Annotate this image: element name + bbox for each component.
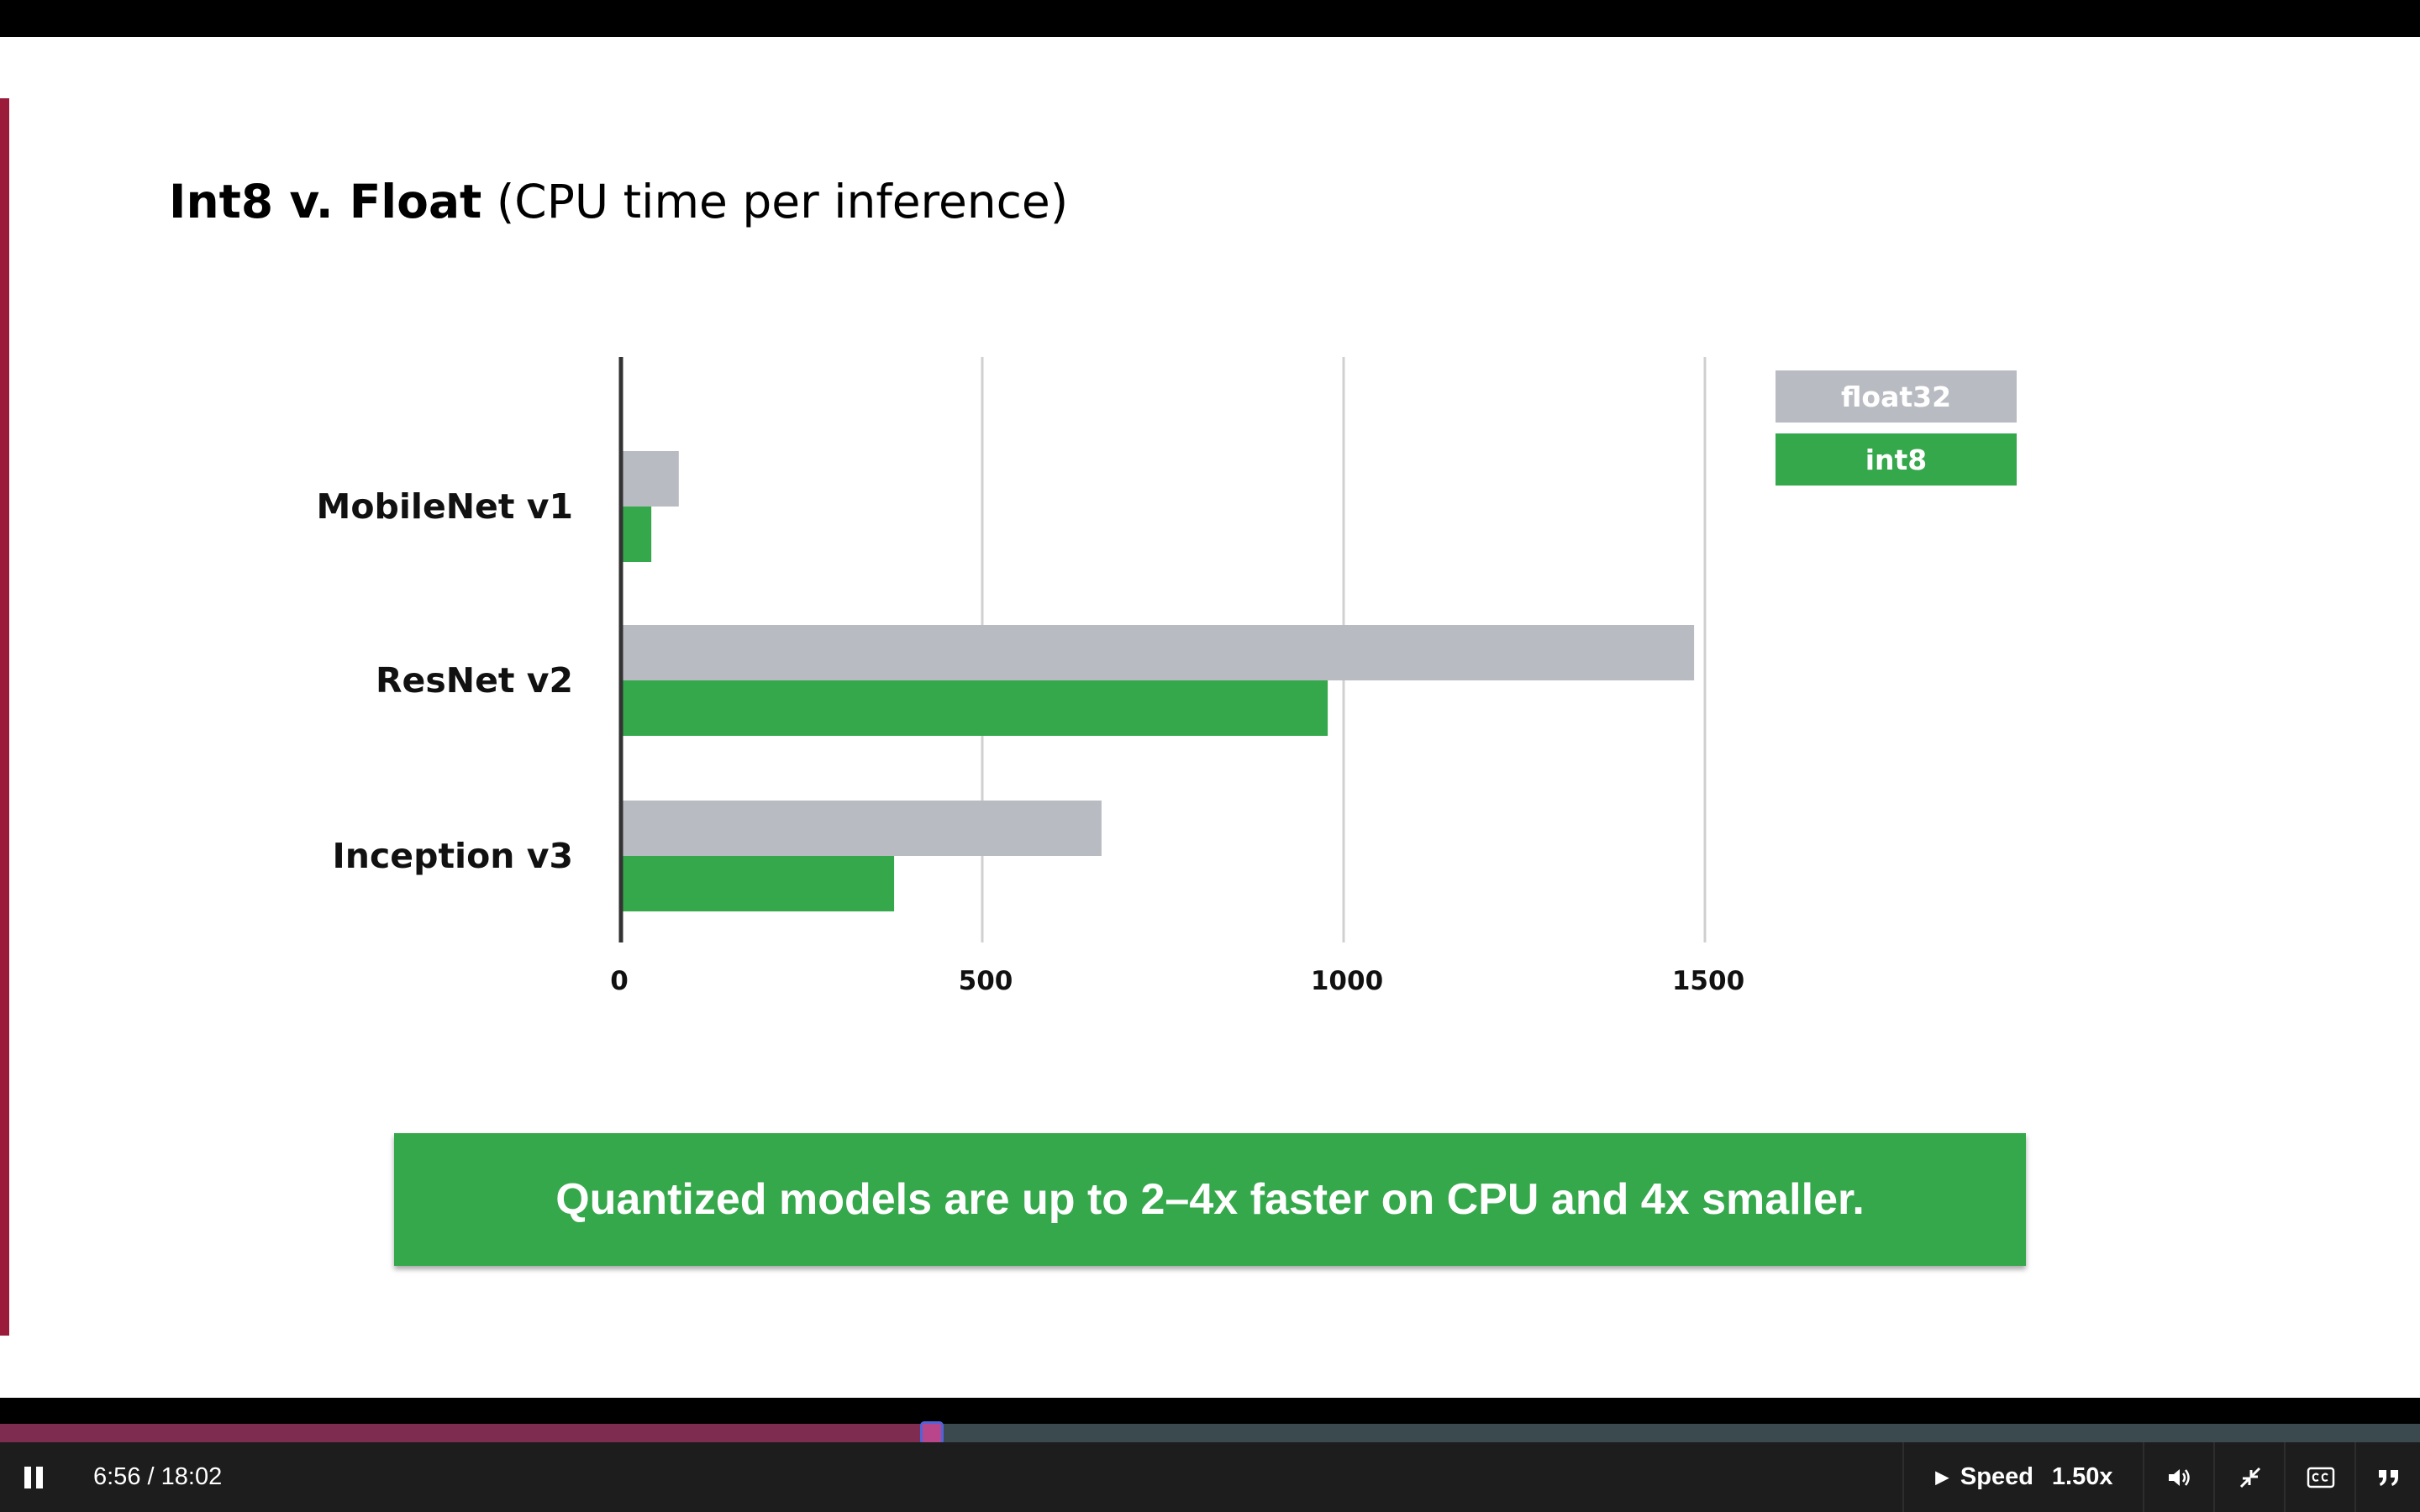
bar-chart: MobileNet v1 ResNet v2 Inception v3 0 500 100…	[317, 357, 1744, 996]
pause-icon	[22, 1466, 45, 1488]
bar-int8-1	[621, 680, 1328, 736]
tick-label-3: 1500	[1672, 966, 1744, 996]
player-control-bar: 6:56 / 18:02 ▶ Speed 1.50x	[0, 1442, 2420, 1512]
time-display: 6:56 / 18:02	[93, 1442, 222, 1512]
exit-fullscreen-icon	[2239, 1467, 2261, 1488]
legend-float32: float32	[1776, 370, 2017, 423]
speed-value: 1.50x	[2051, 1463, 2113, 1490]
speed-label: Speed	[1960, 1463, 2033, 1490]
tick-label-2: 1000	[1311, 966, 1383, 996]
category-label-1: ResNet v2	[376, 660, 573, 701]
exit-fullscreen-button[interactable]	[2213, 1442, 2286, 1512]
pause-button[interactable]	[0, 1442, 67, 1512]
bar-float32-2	[621, 801, 1102, 856]
category-label-2: Inception v3	[333, 836, 573, 876]
captions-button[interactable]	[2284, 1442, 2356, 1512]
caret-right-icon: ▶	[1935, 1468, 1949, 1487]
closed-captions-icon	[2307, 1467, 2335, 1488]
transcript-icon	[2379, 1469, 2398, 1486]
category-label-0: MobileNet v1	[317, 486, 573, 527]
slide: Int8 v. Float (CPU time per inference) M…	[0, 37, 2420, 1398]
bar-float32-1	[621, 625, 1695, 680]
current-time: 6:56	[93, 1463, 141, 1490]
transcript-button[interactable]	[2354, 1442, 2420, 1512]
bar-int8-2	[621, 856, 895, 911]
slide-title-rest: (CPU time per inference)	[496, 175, 1069, 228]
tick-label-0: 0	[610, 966, 629, 996]
bar-float32-0	[621, 451, 679, 507]
progress-handle[interactable]	[920, 1421, 944, 1445]
slide-accent-bar	[0, 98, 9, 1336]
progress-fill	[0, 1424, 931, 1442]
progress-bar[interactable]	[0, 1421, 2420, 1445]
slide-title-bold: Int8 v. Float	[169, 175, 482, 228]
volume-button[interactable]	[2143, 1442, 2215, 1512]
tick-label-1: 500	[959, 966, 1013, 996]
speed-button[interactable]: ▶ Speed 1.50x	[1902, 1442, 2144, 1512]
legend-int8: int8	[1776, 433, 2017, 486]
bar-int8-0	[621, 507, 652, 562]
time-separator: /	[140, 1463, 161, 1490]
callout-banner: Quantized models are up to 2–4x faster o…	[394, 1133, 2026, 1266]
slide-title: Int8 v. Float (CPU time per inference)	[169, 171, 1068, 232]
volume-icon	[2169, 1468, 2190, 1486]
duration: 18:02	[160, 1463, 223, 1490]
